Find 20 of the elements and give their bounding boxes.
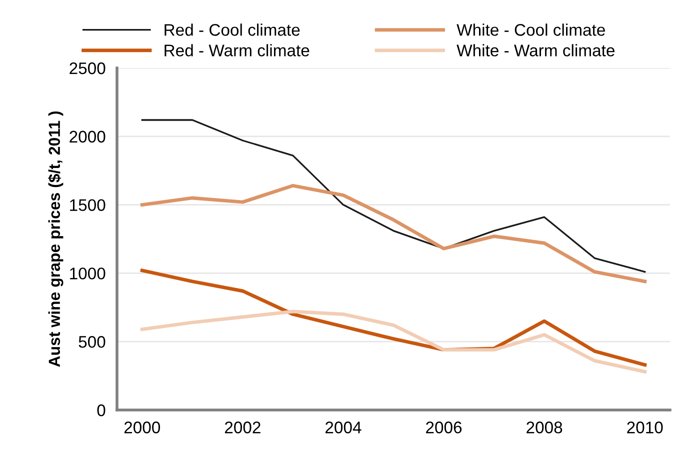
- x-tick-label: 2010: [627, 422, 663, 434]
- x-tick-label: 2000: [124, 422, 160, 434]
- y-tick-label: 1000: [70, 268, 106, 280]
- x-tick-label: 2002: [224, 422, 260, 434]
- y-axis-title: Aust wine grape prices ($/t, 2011 ): [48, 112, 64, 367]
- legend-label: White - Cool climate: [456, 24, 605, 36]
- y-tick-label: 500: [78, 336, 106, 348]
- line-series: [140, 184, 647, 284]
- legend-label: Red - Cool climate: [164, 24, 300, 36]
- y-tick-label: 1500: [70, 199, 106, 212]
- line-series: [140, 310, 647, 374]
- x-tick-label: 2008: [526, 422, 562, 434]
- x-tick-label: 2004: [326, 422, 362, 434]
- y-tick-label: 2000: [70, 130, 106, 143]
- x-tick-label: 2006: [426, 422, 462, 434]
- y-tick-label: 0: [97, 404, 106, 416]
- legend-label: Red - Warm climate: [164, 44, 310, 56]
- y-tick-label: 2500: [70, 62, 106, 74]
- line-series: [141, 119, 646, 273]
- legend-label: White - Warm climate: [456, 44, 614, 56]
